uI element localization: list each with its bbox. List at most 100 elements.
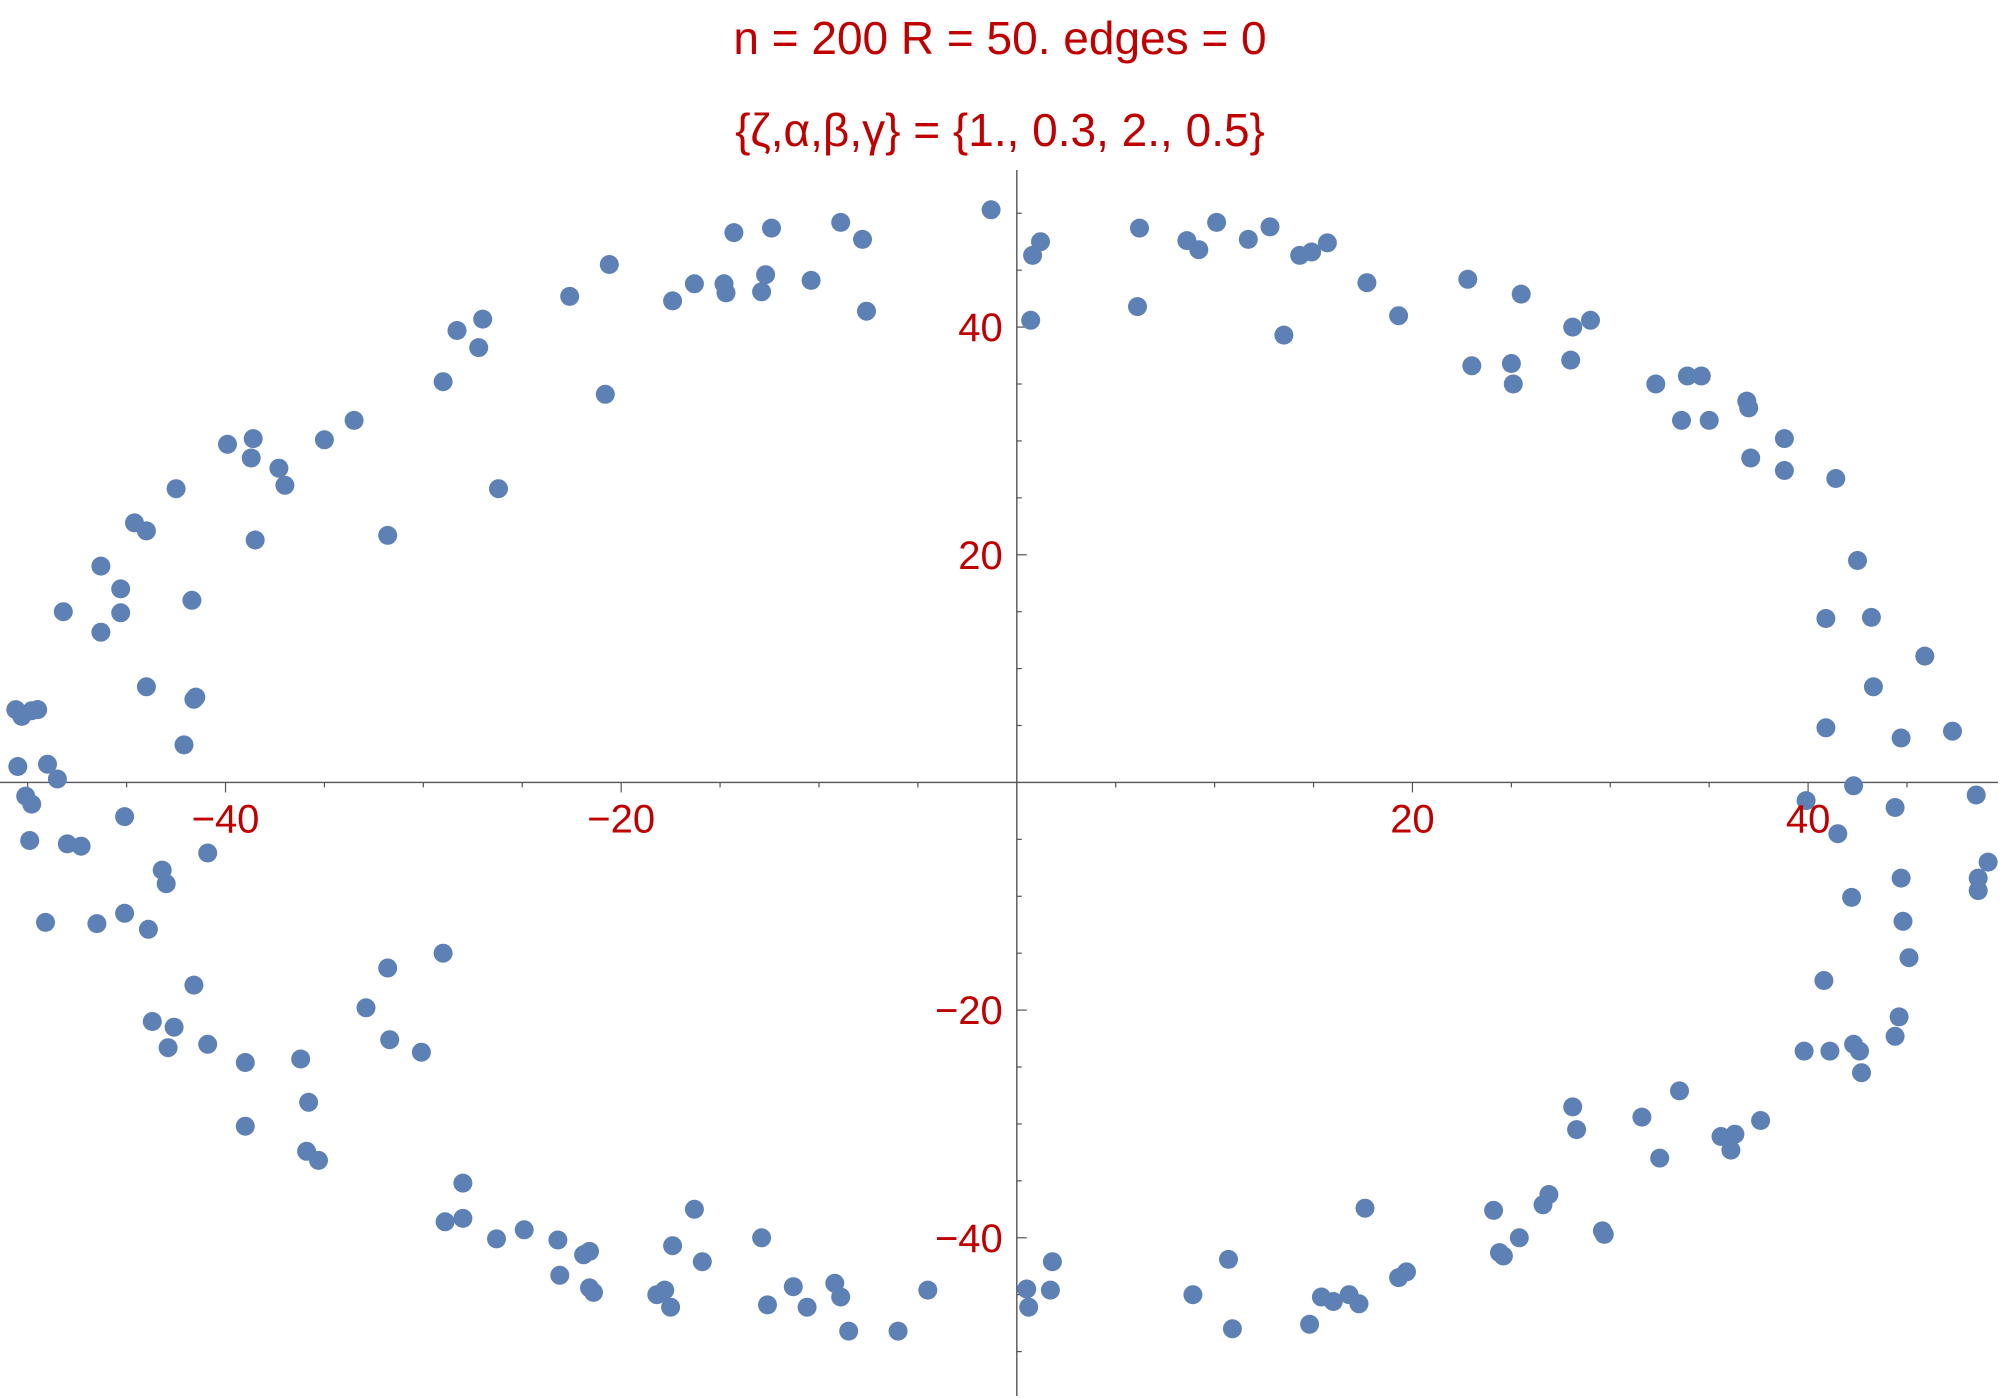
data-point <box>1274 325 1294 345</box>
data-point <box>184 975 204 995</box>
data-point <box>1796 791 1816 811</box>
data-point <box>663 1236 683 1256</box>
data-point <box>489 479 508 499</box>
data-point <box>299 1092 319 1112</box>
data-point <box>158 1038 178 1058</box>
data-point <box>1891 728 1911 748</box>
data-point <box>1893 911 1913 931</box>
data-point <box>1820 1041 1840 1061</box>
tick-labels: −40 −20 20 40 −40 −20 20 40 <box>192 306 1831 1261</box>
data-point <box>801 270 821 290</box>
data-point <box>1968 881 1988 901</box>
data-point <box>136 521 156 541</box>
data-point <box>1966 785 1986 805</box>
data-point <box>1311 1287 1331 1307</box>
data-point <box>433 372 453 392</box>
chart-title: n = 200 R = 50. edges = 0 <box>733 12 1266 64</box>
data-point <box>1300 1314 1320 1334</box>
data-point <box>87 914 107 934</box>
data-point <box>198 843 218 863</box>
data-point <box>1484 1200 1504 1220</box>
data-point <box>1501 354 1521 373</box>
data-point <box>692 1252 712 1272</box>
data-point <box>1567 1120 1587 1140</box>
data-point <box>1458 269 1478 289</box>
data-point <box>1943 721 1962 741</box>
data-point <box>857 301 876 321</box>
data-point <box>853 229 872 249</box>
data-point <box>1563 317 1583 337</box>
data-point <box>136 677 156 697</box>
data-point <box>1019 1297 1039 1317</box>
data-point <box>53 602 73 622</box>
data-point <box>918 1280 938 1300</box>
data-point <box>22 794 42 814</box>
data-point <box>981 200 1001 220</box>
x-tick-label: −40 <box>192 797 260 841</box>
data-point <box>1581 310 1600 330</box>
data-point <box>1863 677 1883 697</box>
data-point <box>1828 824 1848 844</box>
data-point <box>1183 1285 1203 1305</box>
data-point <box>1842 887 1862 907</box>
data-point <box>378 958 398 978</box>
data-point <box>1826 469 1846 488</box>
data-point <box>1816 609 1836 628</box>
data-point <box>1042 1252 1062 1272</box>
data-point <box>1533 1195 1553 1215</box>
data-point <box>1670 1081 1689 1101</box>
data-point <box>1397 1262 1416 1282</box>
data-point <box>38 754 57 774</box>
data-point <box>433 943 453 963</box>
data-point <box>752 282 772 302</box>
data-point <box>756 265 776 285</box>
data-point <box>1355 1198 1375 1218</box>
data-point <box>584 1282 603 1302</box>
data-point <box>1889 1007 1909 1027</box>
data-point <box>91 622 111 642</box>
x-tick-label: −20 <box>587 797 655 841</box>
data-point <box>684 274 704 294</box>
y-tick-label: −20 <box>935 989 1003 1033</box>
data-point <box>1885 1026 1905 1046</box>
data-point <box>758 1295 777 1315</box>
data-point <box>1650 1148 1670 1168</box>
x-tick-label: 20 <box>1390 797 1435 841</box>
data-point <box>1672 410 1691 430</box>
y-tick-label: 20 <box>958 534 1003 578</box>
data-point <box>599 255 619 274</box>
data-point <box>1594 1224 1614 1244</box>
data-point <box>514 1220 534 1240</box>
y-tick-label: −40 <box>935 1217 1003 1261</box>
data-point <box>1021 310 1041 330</box>
data-point <box>1040 1280 1060 1300</box>
data-point <box>1222 1319 1242 1339</box>
data-point <box>12 706 32 726</box>
data-point <box>1462 356 1482 376</box>
data-point <box>115 903 135 923</box>
data-point <box>1389 306 1409 326</box>
data-point <box>797 1297 817 1317</box>
data-point <box>235 1053 255 1072</box>
data-point <box>91 556 111 576</box>
data-point <box>380 1030 400 1050</box>
data-point <box>1751 1111 1771 1130</box>
data-point <box>1721 1140 1741 1160</box>
data-point <box>1852 1063 1871 1083</box>
data-point <box>174 735 194 755</box>
data-point <box>1677 366 1697 386</box>
data-point <box>1848 551 1867 570</box>
data-point <box>243 429 263 449</box>
data-point <box>156 874 176 894</box>
data-point <box>344 410 364 430</box>
data-point <box>36 912 55 932</box>
data-point <box>714 274 734 294</box>
data-point <box>1339 1285 1359 1305</box>
data-point <box>888 1321 908 1341</box>
data-point <box>1357 273 1377 293</box>
data-point <box>1814 971 1834 990</box>
data-point <box>1861 607 1881 627</box>
data-point <box>1844 776 1864 796</box>
data-point <box>1511 284 1531 304</box>
